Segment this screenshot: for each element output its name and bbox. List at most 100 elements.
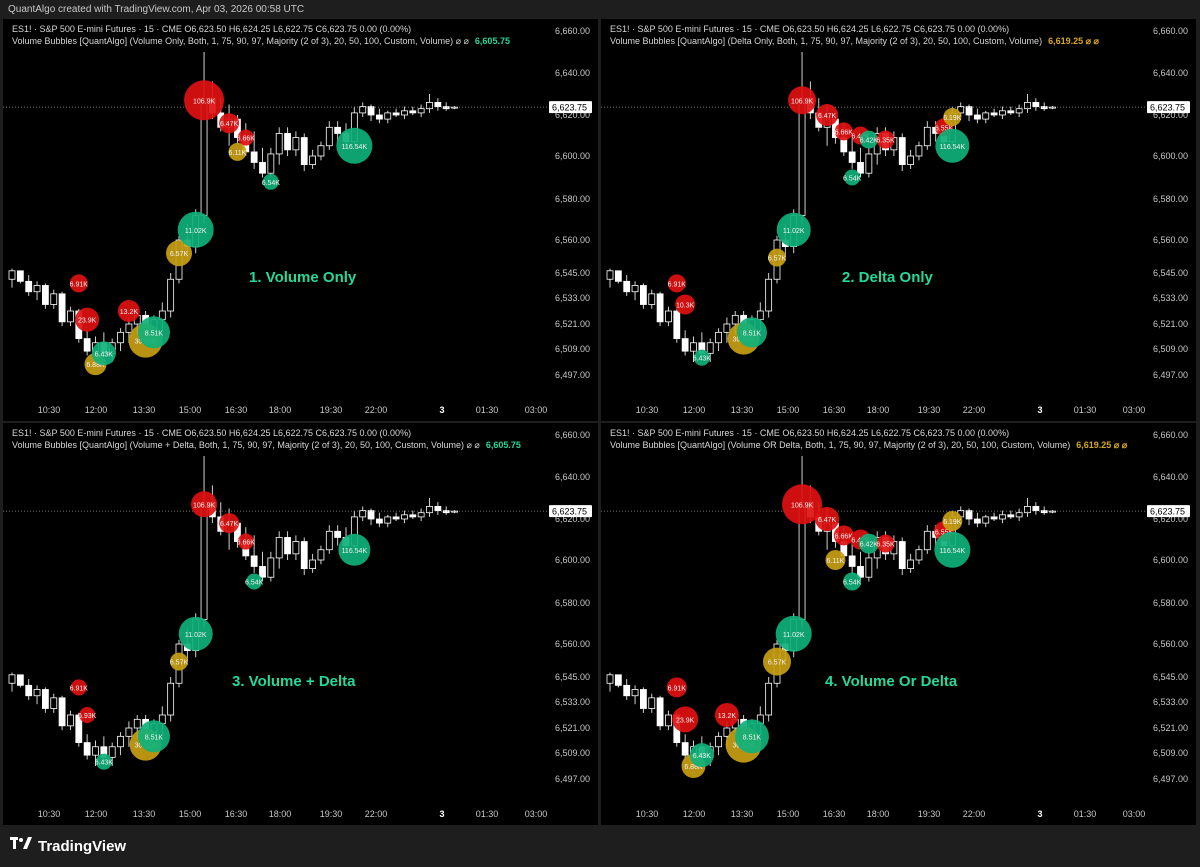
volume-bubble[interactable] xyxy=(934,531,971,568)
current-price-label: 6,623.75 xyxy=(1150,103,1185,113)
candle-body xyxy=(723,727,731,737)
volume-bubble[interactable] xyxy=(228,142,247,161)
volume-bubble[interactable] xyxy=(336,127,373,164)
volume-bubble[interactable] xyxy=(237,129,254,146)
volume-bubble[interactable] xyxy=(170,652,188,671)
volume-bubble[interactable] xyxy=(768,248,786,267)
candle-body xyxy=(857,162,864,174)
chart-panel-volume-or-delta[interactable]: 23.9K6.91K13.2K6.88K6.43K30.92K8.51K6.57… xyxy=(601,423,1196,825)
volume-bubble[interactable] xyxy=(942,511,963,532)
panel-title: 1. Volume Only xyxy=(249,269,357,286)
candle-body xyxy=(25,280,33,293)
volume-bubble[interactable] xyxy=(672,706,699,733)
y-axis-tick-label: 6,521.00 xyxy=(555,319,590,329)
volume-bubble[interactable] xyxy=(177,211,214,248)
candle-body xyxy=(898,541,906,570)
volume-bubble[interactable] xyxy=(166,240,192,267)
volume-bubble[interactable] xyxy=(219,513,240,534)
volume-bubble[interactable] xyxy=(219,113,240,134)
candle-body xyxy=(426,102,433,110)
volume-bubble[interactable] xyxy=(91,341,116,366)
x-axis-tick-label: 10:30 xyxy=(636,405,659,415)
volume-bubble[interactable] xyxy=(675,294,696,315)
volume-bubble[interactable] xyxy=(763,647,791,676)
volume-bubble[interactable] xyxy=(833,525,854,546)
candle-body xyxy=(848,555,856,567)
volume-bubble[interactable] xyxy=(825,550,846,570)
candle-body xyxy=(367,106,375,116)
candle-body xyxy=(375,518,383,524)
symbol-header: ES1! · S&P 500 E-mini Futures · 15 · CME… xyxy=(610,24,1010,34)
volume-bubble[interactable] xyxy=(69,274,88,293)
volume-bubble[interactable] xyxy=(782,484,823,525)
volume-bubble[interactable] xyxy=(184,80,225,121)
candle-body xyxy=(92,746,99,756)
current-price-label: 6,623.75 xyxy=(552,103,587,113)
volume-bubble[interactable] xyxy=(693,349,710,366)
volume-bubble[interactable] xyxy=(95,753,112,770)
candle-body xyxy=(259,162,266,174)
indicator-value: 6,605.75 xyxy=(474,36,510,46)
x-axis-tick-label: 16:30 xyxy=(225,405,248,415)
volume-bubble[interactable] xyxy=(246,573,263,590)
y-axis-tick-label: 6,533.00 xyxy=(1153,293,1188,303)
price-chart[interactable]: 10.3K6.91K6.43K30.92K8.51K6.57K11.02K106… xyxy=(601,19,1196,421)
volume-bubble[interactable] xyxy=(237,533,254,550)
chart-panel-volume-plus-delta[interactable]: 6.91K6.93K6.43K30.92K8.51K6.57K11.02K106… xyxy=(3,423,598,825)
volume-bubble[interactable] xyxy=(858,533,879,554)
volume-bubble[interactable] xyxy=(843,572,862,591)
volume-bubble[interactable] xyxy=(689,743,714,768)
volume-bubble[interactable] xyxy=(876,130,895,149)
bubble-label: 8.51K xyxy=(743,734,762,741)
volume-bubble[interactable] xyxy=(79,707,96,723)
price-chart[interactable]: 23.9K6.91K13.2K6.88K6.43K30.92K8.51K6.57… xyxy=(601,423,1196,825)
chart-panel-volume-only[interactable]: 23.9K6.91K13.2K6.88K6.43K30.92K8.51K6.57… xyxy=(3,19,598,421)
bubble-label: 6.91K xyxy=(70,685,89,692)
volume-bubble[interactable] xyxy=(834,122,853,141)
candle-body xyxy=(259,566,266,578)
candle-body xyxy=(451,106,458,109)
candle-body xyxy=(765,278,773,312)
volume-bubble[interactable] xyxy=(191,491,218,518)
candle-body xyxy=(284,133,291,151)
volume-bubble[interactable] xyxy=(935,128,970,163)
volume-bubble[interactable] xyxy=(736,317,767,348)
volume-bubble[interactable] xyxy=(667,274,686,293)
volume-bubble[interactable] xyxy=(137,316,170,349)
volume-bubble[interactable] xyxy=(75,307,100,332)
volume-bubble[interactable] xyxy=(70,679,87,696)
volume-bubble[interactable] xyxy=(338,533,371,566)
y-axis-tick-label: 6,580.00 xyxy=(1153,194,1188,204)
x-axis-tick-label: 22:00 xyxy=(365,405,388,415)
volume-bubble[interactable] xyxy=(714,703,739,727)
volume-bubble[interactable] xyxy=(775,615,812,652)
volume-bubble[interactable] xyxy=(666,677,687,698)
candle-body xyxy=(434,102,442,108)
price-chart[interactable]: 23.9K6.91K13.2K6.88K6.43K30.92K8.51K6.57… xyxy=(3,19,598,421)
volume-bubble[interactable] xyxy=(262,173,279,190)
chart-panel-delta-only[interactable]: 10.3K6.91K6.43K30.92K8.51K6.57K11.02K106… xyxy=(601,19,1196,421)
candle-body xyxy=(1049,106,1056,109)
x-axis-tick-label: 13:30 xyxy=(731,809,754,819)
volume-bubble[interactable] xyxy=(815,507,840,531)
volume-bubble[interactable] xyxy=(788,86,817,115)
price-chart[interactable]: 6.91K6.93K6.43K30.92K8.51K6.57K11.02K106… xyxy=(3,423,598,825)
candle-body xyxy=(334,530,342,538)
volume-bubble[interactable] xyxy=(876,534,895,553)
volume-bubble[interactable] xyxy=(844,169,861,186)
volume-bubble[interactable] xyxy=(137,720,170,753)
bubble-label: 6.55K xyxy=(935,529,954,536)
volume-bubble[interactable] xyxy=(859,130,878,149)
volume-bubble[interactable] xyxy=(117,300,140,322)
volume-bubble[interactable] xyxy=(734,719,769,754)
volume-bubble[interactable] xyxy=(943,108,962,127)
volume-bubble[interactable] xyxy=(178,616,213,651)
candle-body xyxy=(442,510,450,514)
bubble-label: 23.9K xyxy=(676,717,695,724)
volume-bubble[interactable] xyxy=(776,212,811,247)
candle-body xyxy=(648,293,656,305)
candle-body xyxy=(58,293,66,323)
volume-bubble[interactable] xyxy=(816,104,839,126)
symbol-header: ES1! · S&P 500 E-mini Futures · 15 · CME… xyxy=(12,428,412,438)
bubble-label: 6.47K xyxy=(220,121,239,128)
